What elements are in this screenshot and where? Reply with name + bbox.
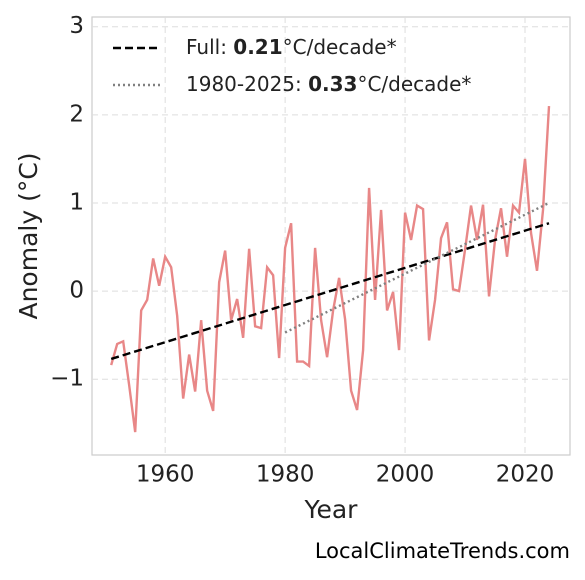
- x-tick-label: 1960: [136, 462, 195, 488]
- y-tick-label: 2: [69, 101, 84, 127]
- x-tick-label: 2020: [496, 462, 555, 488]
- legend-text: °C/decade*: [357, 72, 471, 96]
- y-axis-label: Anomaly (°C): [14, 152, 43, 319]
- y-tick-label: −1: [50, 366, 84, 392]
- legend-text: 1980-2025:: [186, 72, 308, 96]
- y-tick-label: 1: [69, 189, 84, 215]
- legend-label: 1980-2025: 0.33°C/decade*: [186, 72, 471, 96]
- plot-frame: [91, 16, 571, 456]
- x-tick-label: 1980: [256, 462, 315, 488]
- data-line: [110, 105, 551, 433]
- legend-text: °C/decade*: [283, 35, 397, 59]
- x-tick-label: 2000: [376, 462, 435, 488]
- legend-label: Full: 0.21°C/decade*: [186, 35, 397, 59]
- trend-line: [284, 201, 550, 334]
- legend-text: 0.33: [308, 72, 357, 96]
- source-label: LocalClimateTrends.com: [315, 539, 570, 563]
- x-axis-label: Year: [304, 495, 359, 524]
- y-tick-label: 0: [69, 278, 84, 304]
- legend-text: 0.21: [233, 35, 282, 59]
- legend-text: Full:: [186, 35, 233, 59]
- y-tick-label: 3: [69, 13, 84, 39]
- trend-line: [110, 222, 550, 361]
